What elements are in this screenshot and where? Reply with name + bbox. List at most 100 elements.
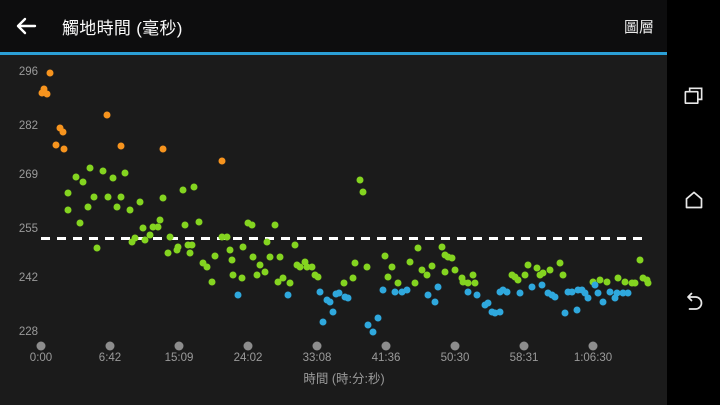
data-point bbox=[64, 189, 72, 197]
data-point bbox=[296, 263, 304, 271]
data-point bbox=[379, 286, 387, 294]
x-tick-dot bbox=[588, 341, 598, 351]
data-point bbox=[166, 233, 174, 241]
data-point bbox=[349, 274, 357, 282]
data-point bbox=[274, 278, 282, 286]
data-point bbox=[611, 294, 619, 302]
data-point bbox=[190, 183, 198, 191]
x-tick-dot bbox=[105, 341, 115, 351]
data-point bbox=[279, 274, 287, 282]
data-point bbox=[363, 263, 371, 271]
data-point bbox=[431, 298, 439, 306]
back-nav-button[interactable] bbox=[667, 272, 720, 332]
data-point bbox=[394, 279, 402, 287]
data-point bbox=[218, 157, 226, 165]
data-point bbox=[340, 279, 348, 287]
data-point bbox=[188, 241, 196, 249]
data-point bbox=[364, 321, 372, 329]
data-point bbox=[128, 238, 136, 246]
data-point bbox=[64, 206, 72, 214]
data-point bbox=[614, 274, 622, 282]
data-point bbox=[84, 203, 92, 211]
data-point bbox=[43, 90, 51, 98]
y-tick-label: 296 bbox=[18, 66, 38, 78]
app-bar: 觸地時間 (毫秒) 圖層 bbox=[0, 0, 667, 52]
data-point bbox=[121, 169, 129, 177]
x-tick-label: 15:09 bbox=[164, 352, 194, 364]
home-button[interactable] bbox=[667, 170, 720, 230]
x-tick-label: 41:36 bbox=[371, 352, 401, 364]
x-tick-dot bbox=[174, 341, 184, 351]
x-tick-dot bbox=[243, 341, 253, 351]
data-point bbox=[263, 238, 271, 246]
data-point bbox=[174, 243, 182, 251]
data-point bbox=[59, 128, 67, 136]
data-point bbox=[40, 85, 48, 93]
data-point bbox=[374, 314, 382, 322]
data-point bbox=[639, 274, 647, 282]
data-point bbox=[276, 253, 284, 261]
data-point bbox=[451, 266, 459, 274]
data-point bbox=[244, 219, 252, 227]
x-tick-dot bbox=[312, 341, 322, 351]
data-point bbox=[52, 141, 60, 149]
data-point bbox=[159, 194, 167, 202]
layers-button[interactable]: 圖層 bbox=[623, 18, 654, 36]
x-axis-title: 時間 (時:分:秒) bbox=[303, 372, 385, 386]
x-tick-label: 58:31 bbox=[509, 352, 539, 364]
android-nav-bar bbox=[667, 0, 720, 405]
back-icon bbox=[686, 292, 702, 310]
data-point bbox=[199, 259, 207, 267]
data-point bbox=[86, 164, 94, 172]
data-point bbox=[126, 206, 134, 214]
data-point bbox=[636, 256, 644, 264]
data-point bbox=[238, 274, 246, 282]
data-point bbox=[359, 188, 367, 196]
gct-chart[interactable]: 296 282 269 255 242 228 0:00 6:42 15:09 24:02 33:0… bbox=[0, 0, 667, 405]
data-point bbox=[516, 289, 524, 297]
data-point bbox=[411, 279, 419, 287]
data-point bbox=[469, 271, 477, 279]
data-point bbox=[573, 306, 581, 314]
recents-button[interactable] bbox=[667, 66, 720, 126]
data-point bbox=[473, 291, 481, 299]
data-point bbox=[335, 289, 343, 297]
x-tick-label: 50:30 bbox=[440, 352, 470, 364]
page-title: 觸地時間 (毫秒) bbox=[62, 18, 183, 38]
data-point bbox=[584, 294, 592, 302]
data-point bbox=[403, 286, 411, 294]
data-point bbox=[484, 299, 492, 307]
data-point bbox=[539, 269, 547, 277]
data-point bbox=[308, 263, 316, 271]
data-point bbox=[424, 291, 432, 299]
data-point bbox=[594, 289, 602, 297]
data-point bbox=[316, 288, 324, 296]
data-point bbox=[406, 258, 414, 266]
data-point bbox=[391, 288, 399, 296]
data-point bbox=[438, 243, 446, 251]
back-button[interactable] bbox=[0, 0, 52, 52]
data-point bbox=[208, 278, 216, 286]
data-point bbox=[631, 279, 639, 287]
average-line bbox=[41, 236, 647, 240]
data-point bbox=[203, 263, 211, 271]
data-point bbox=[104, 193, 112, 201]
data-point bbox=[239, 243, 247, 251]
data-point bbox=[113, 203, 121, 211]
data-point bbox=[38, 89, 46, 97]
data-point bbox=[249, 253, 257, 261]
data-point bbox=[369, 328, 377, 336]
data-point bbox=[471, 279, 479, 287]
data-point bbox=[195, 218, 203, 226]
x-tick-label: 1:06:30 bbox=[573, 352, 613, 364]
data-point bbox=[444, 253, 452, 261]
y-tick-label: 282 bbox=[18, 119, 38, 132]
data-point bbox=[326, 298, 334, 306]
data-point bbox=[533, 264, 541, 272]
data-point bbox=[164, 249, 172, 257]
data-point bbox=[524, 261, 532, 269]
data-point bbox=[271, 221, 279, 229]
data-point bbox=[556, 259, 564, 267]
data-point bbox=[441, 268, 449, 276]
